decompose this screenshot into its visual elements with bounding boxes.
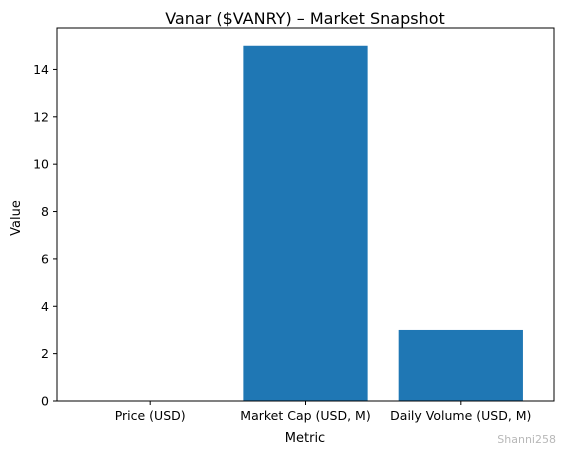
plot-area-frame [56,27,555,402]
y-tick-label: 2 [41,346,49,361]
bar-3 [398,329,523,401]
y-tick-label: 6 [41,251,49,266]
y-axis-ticks: 0 2 4 6 8 10 12 14 [33,62,57,409]
bars-group [88,45,523,402]
x-tick-label: Market Cap (USD, M) [240,408,370,423]
y-tick-label: 0 [41,394,49,409]
bar-2 [243,45,368,402]
y-tick-label: 14 [33,62,49,77]
chart-title: Vanar ($VANRY) – Market Snapshot [165,9,445,28]
y-tick-label: 8 [41,204,49,219]
y-axis-label: Value [9,200,24,236]
watermark-text: Shanni258 [497,433,556,446]
x-axis-ticks: Price (USD) Market Cap (USD, M) Daily Volu… [115,401,531,423]
x-tick-label: Price (USD) [115,408,186,423]
y-tick-label: 10 [33,157,49,172]
x-tick-label: Daily Volume (USD, M) [390,408,531,423]
y-tick-label: 4 [41,299,49,314]
y-tick-label: 12 [33,109,49,124]
x-axis-label: Metric [285,431,325,446]
